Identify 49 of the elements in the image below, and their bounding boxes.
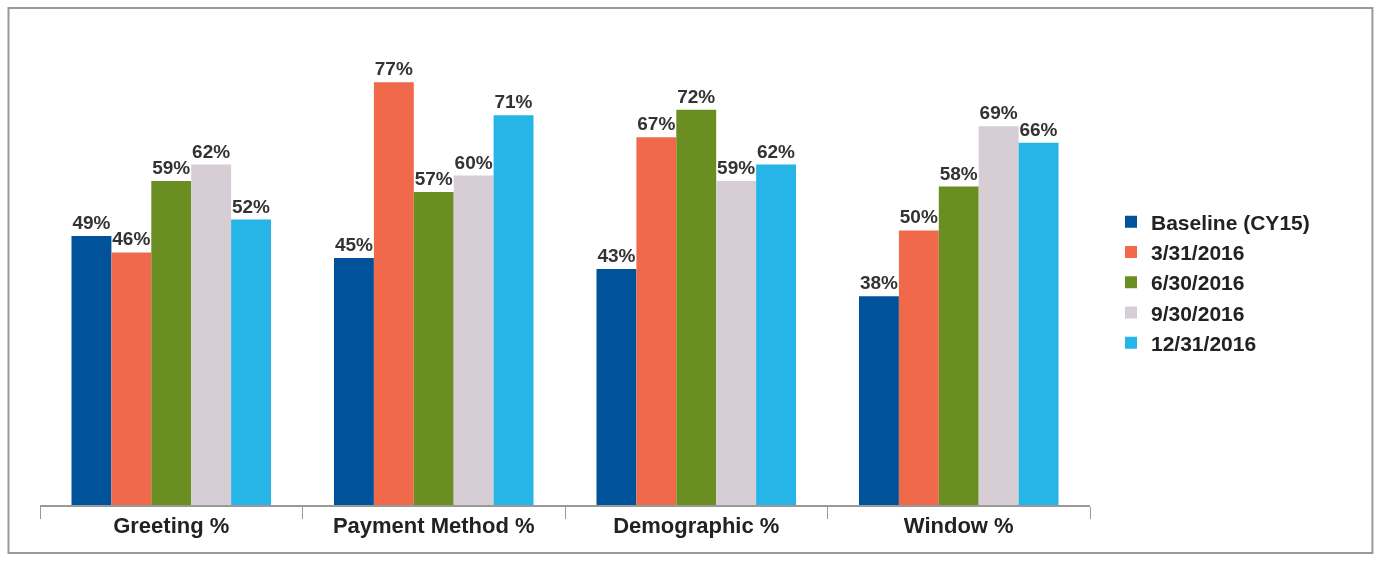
x-tick-label: Greeting % [113, 513, 230, 539]
data-label: 43% [597, 244, 636, 266]
legend-label: Baseline (CY15) [1151, 210, 1310, 234]
data-label: 59% [717, 157, 756, 179]
bar [898, 230, 939, 505]
bar [596, 268, 637, 505]
bar [859, 296, 899, 505]
data-label: 45% [334, 233, 374, 255]
data-label: 52% [231, 195, 271, 217]
bar [756, 164, 796, 505]
legend-label: 6/30/2016 [1151, 271, 1245, 295]
bar [413, 192, 454, 505]
legend-label: 9/30/2016 [1151, 301, 1245, 325]
data-label: 57% [414, 168, 453, 190]
bar [938, 186, 979, 505]
data-label: 60% [454, 151, 493, 173]
data-label: 58% [939, 162, 978, 184]
bar [71, 235, 112, 505]
bar [373, 82, 414, 505]
bar [978, 126, 1019, 505]
x-tick-label: Window % [903, 513, 1014, 539]
bar [191, 164, 232, 505]
bar [676, 109, 717, 505]
bar [453, 175, 494, 505]
bar [334, 257, 374, 505]
data-label: 72% [677, 85, 716, 107]
data-label: 66% [1019, 118, 1058, 140]
legend-label: 3/31/2016 [1151, 241, 1245, 265]
data-label: 67% [637, 113, 676, 135]
bar [493, 115, 534, 505]
x-tick-label: Demographic % [613, 513, 780, 539]
data-label: 69% [979, 102, 1018, 124]
data-label: 62% [192, 140, 231, 162]
bar [231, 219, 271, 505]
data-label: 59% [152, 157, 191, 179]
data-label: 77% [374, 58, 413, 80]
legend-label: 12/31/2016 [1151, 332, 1257, 356]
bar [716, 181, 757, 505]
data-label: 71% [494, 91, 533, 113]
data-label: 62% [756, 140, 796, 162]
data-label: 49% [72, 211, 111, 233]
data-label: 38% [859, 272, 899, 294]
bar [1018, 142, 1059, 505]
data-label: 50% [899, 206, 938, 228]
bar [111, 252, 152, 505]
bar [151, 181, 192, 505]
x-tick-label: Payment Method % [332, 513, 535, 539]
data-label: 46% [112, 228, 151, 250]
bar [636, 137, 677, 505]
